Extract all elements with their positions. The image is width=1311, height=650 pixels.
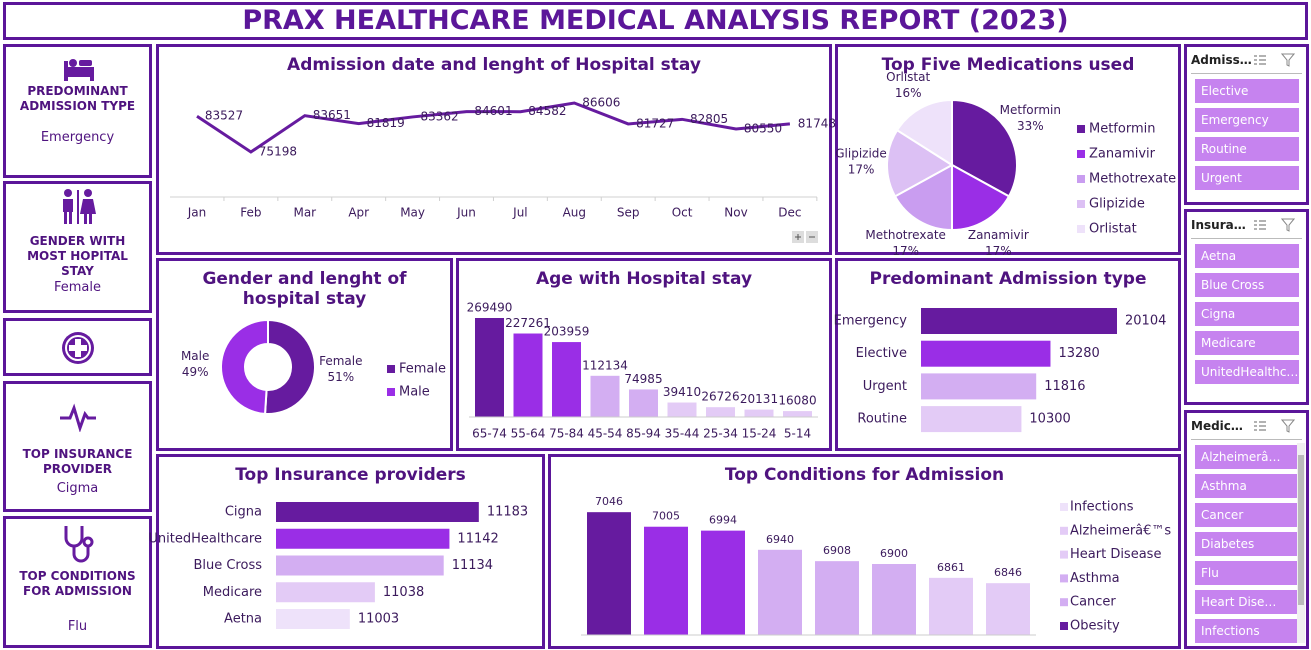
slicer-header: Medic… — [1191, 413, 1302, 440]
multi-select-icon[interactable] — [1253, 419, 1267, 433]
slicer-item[interactable]: Urgent — [1195, 166, 1299, 190]
slicer-item[interactable]: Flu — [1195, 561, 1299, 585]
slicer-item[interactable]: Diabetes — [1195, 532, 1299, 556]
kpi-card: GENDER WITH MOST HOPITAL STAY Female — [3, 181, 152, 313]
clear-filter-icon[interactable] — [1281, 53, 1295, 67]
scrollbar[interactable] — [1297, 443, 1305, 643]
slicer: Medic… Alzheimerâ… Asthma Cancer Diabetes Flu… — [1184, 410, 1309, 649]
kpi-title: TOP INSURANCE PROVIDER — [22, 447, 133, 476]
clear-filter-icon[interactable] — [1281, 218, 1295, 232]
slicer-item[interactable]: Aetna — [1195, 244, 1299, 268]
slicer-item[interactable]: Infections — [1195, 619, 1299, 643]
chart-title: Top Conditions for Admission — [724, 465, 1005, 485]
chart-title: Predominant Admission type — [869, 269, 1147, 289]
slicer-item[interactable]: Blue Cross — [1195, 273, 1299, 297]
kpi-title: TOP CONDITIONS FOR ADMISSION — [19, 569, 136, 598]
report-title: PRAX HEALTHCARE MEDICAL ANALYSIS REPORT … — [3, 2, 1308, 40]
slicer-item[interactable]: Heart Dise… — [1195, 590, 1299, 614]
kpi-value: Emergency — [40, 130, 115, 145]
chart-panel: Top Insurance providers — [156, 454, 545, 649]
chart-title: Top Five Medications used — [881, 55, 1135, 75]
kpi-title: PREDOMINANT ADMISSION TYPE — [19, 84, 136, 113]
slicer-header: Admiss… — [1191, 47, 1302, 74]
kpi-value: Cigma — [56, 481, 99, 496]
slicer: Admiss… Elective Emergency Routine Urgent — [1184, 44, 1309, 205]
slicer-item[interactable]: Medicare — [1195, 331, 1299, 355]
multi-select-icon[interactable] — [1253, 218, 1267, 232]
slicer-item[interactable]: Cancer — [1195, 503, 1299, 527]
kpi-card: TOP CONDITIONS FOR ADMISSION Flu — [3, 516, 152, 648]
slicer-item[interactable]: Routine — [1195, 137, 1299, 161]
slicer-item[interactable]: Cigna — [1195, 302, 1299, 326]
slicer-item[interactable]: UnitedHealthc… — [1195, 360, 1299, 384]
kpi-card: PREDOMINANT ADMISSION TYPE Emergency — [3, 44, 152, 178]
slicer-header: Insura… — [1191, 212, 1302, 239]
chart-panel: Predominant Admission type — [835, 258, 1181, 451]
icon — [6, 53, 149, 87]
slicer-item[interactable]: Emergency — [1195, 108, 1299, 132]
clear-filter-icon[interactable] — [1281, 419, 1295, 433]
icon — [6, 330, 149, 370]
slicer: Insura… Aetna Blue Cross Cigna Medicare Unite… — [1184, 209, 1309, 405]
chart-panel: Admission date and lenght of Hospital st… — [156, 44, 832, 255]
icon — [6, 188, 149, 230]
chart-panel: Top Conditions for Admission — [548, 454, 1181, 649]
chart-title: Age with Hospital stay — [535, 269, 753, 289]
kpi-card — [3, 318, 152, 376]
multi-select-icon[interactable] — [1253, 53, 1267, 67]
chart-panel: Top Five Medications used — [835, 44, 1181, 255]
kpi-value: Female — [53, 280, 101, 295]
chart-title: Gender and lenght of hospital stay — [202, 269, 407, 309]
chart-title: Admission date and lenght of Hospital st… — [287, 55, 701, 75]
kpi-card: TOP INSURANCE PROVIDER Cigma — [3, 381, 152, 512]
chart-panel: Gender and lenght of hospital stay — [156, 258, 453, 451]
icon — [6, 402, 149, 436]
slicer-item[interactable]: Asthma — [1195, 474, 1299, 498]
icon — [6, 523, 149, 569]
chart-title: Top Insurance providers — [235, 465, 466, 485]
kpi-value: Flu — [67, 619, 88, 634]
kpi-title: GENDER WITH MOST HOPITAL STAY — [27, 234, 128, 278]
slicer-item[interactable]: Alzheimerâ… — [1195, 445, 1299, 469]
slicer-item[interactable]: Elective — [1195, 79, 1299, 103]
chart-panel: Age with Hospital stay — [456, 258, 832, 451]
